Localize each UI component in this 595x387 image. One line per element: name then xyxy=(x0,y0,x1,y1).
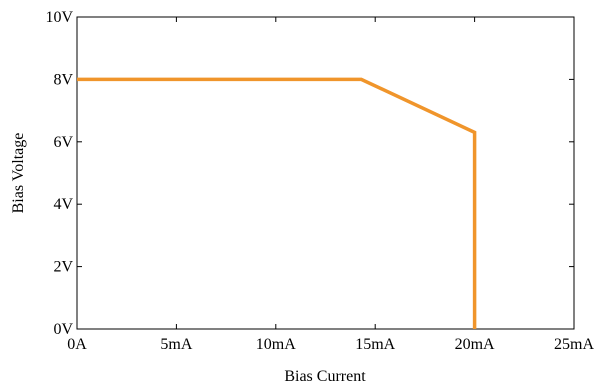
axis-ticks xyxy=(76,16,575,330)
x-tick-label: 10mA xyxy=(256,336,296,353)
x-tick-label: 0A xyxy=(67,336,87,353)
y-tick-label: 8V xyxy=(53,71,73,88)
y-tick-label: 4V xyxy=(53,196,73,213)
y-tick-labels: 0V 2V 4V 6V 8V 10V xyxy=(45,9,73,338)
series-group xyxy=(77,77,477,329)
plot-frame xyxy=(76,16,575,330)
x-tick-labels: 0A 5mA 10mA 15mA 20mA 25mA xyxy=(67,336,594,353)
x-axis-title: Bias Current xyxy=(284,368,366,385)
y-tick-label: 2V xyxy=(53,259,73,276)
y-tick-label: 6V xyxy=(53,134,73,151)
y-tick-label: 0V xyxy=(53,321,73,338)
x-tick-label: 15mA xyxy=(355,336,395,353)
x-tick-label: 5mA xyxy=(160,336,192,353)
y-tick-label: 10V xyxy=(45,9,73,26)
series-line-0 xyxy=(77,77,477,329)
y-axis-title: Bias Voltage xyxy=(10,133,27,214)
x-tick-label: 20mA xyxy=(455,336,495,353)
x-tick-label: 25mA xyxy=(554,336,594,353)
